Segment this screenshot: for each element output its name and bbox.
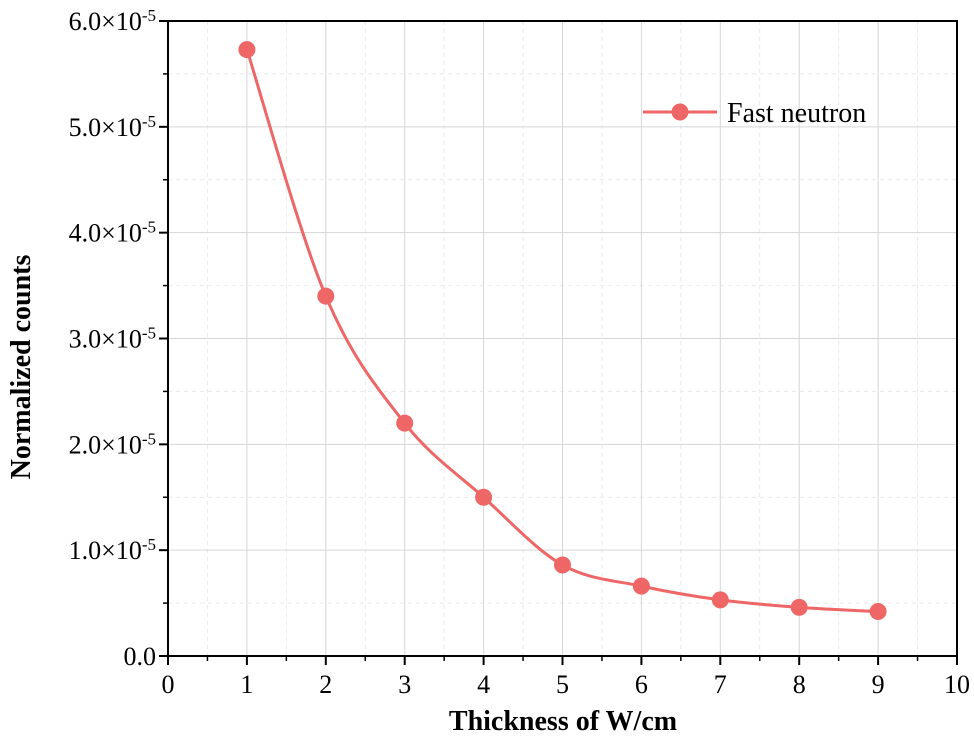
x-tick-label: 2 [319, 670, 332, 699]
y-tick-label: 0.0 [124, 642, 157, 671]
series-layer [238, 41, 887, 621]
x-tick-label: 7 [714, 670, 727, 699]
data-point-3 [396, 414, 414, 432]
y-tick-label: 2.0×10-5 [69, 429, 156, 460]
data-point-7 [711, 591, 729, 609]
y-tick-label: 5.0×10-5 [69, 111, 156, 142]
grid [168, 21, 957, 656]
data-point-2 [317, 287, 335, 305]
y-tick-label: 4.0×10-5 [69, 217, 156, 248]
legend-marker [671, 103, 689, 121]
x-tick-label: 9 [872, 670, 885, 699]
tick-labels: 0 1 2 3 4 5 6 7 8 9 10 0.0 1.0×10-5 2.0×10-5 3.0×10-5 4… [69, 6, 970, 700]
x-tick-label: 0 [162, 670, 175, 699]
y-axis-title: Normalized counts [6, 255, 37, 480]
axes [159, 20, 958, 665]
y-tick-label: 6.0×10-5 [69, 6, 156, 37]
x-tick-label: 1 [240, 670, 253, 699]
x-tick-label: 8 [793, 670, 806, 699]
x-tick-label: 6 [635, 670, 648, 699]
y-tick-label: 1.0×10-5 [69, 535, 156, 566]
data-point-4 [475, 488, 493, 506]
x-tick-label: 10 [944, 670, 970, 699]
data-point-5 [554, 556, 571, 574]
data-point-8 [790, 598, 808, 616]
x-axis-title: Thickness of W/cm [449, 706, 677, 737]
legend: Fast neutron [643, 98, 866, 129]
data-point-1 [238, 41, 256, 59]
data-point-9 [869, 603, 887, 621]
x-tick-label: 5 [556, 670, 569, 699]
x-tick-label: 3 [398, 670, 411, 699]
y-tick-label: 3.0×10-5 [69, 323, 156, 354]
legend-label-fast-neutron: Fast neutron [727, 98, 866, 129]
x-tick-label: 4 [477, 670, 490, 699]
data-point-6 [632, 577, 650, 595]
